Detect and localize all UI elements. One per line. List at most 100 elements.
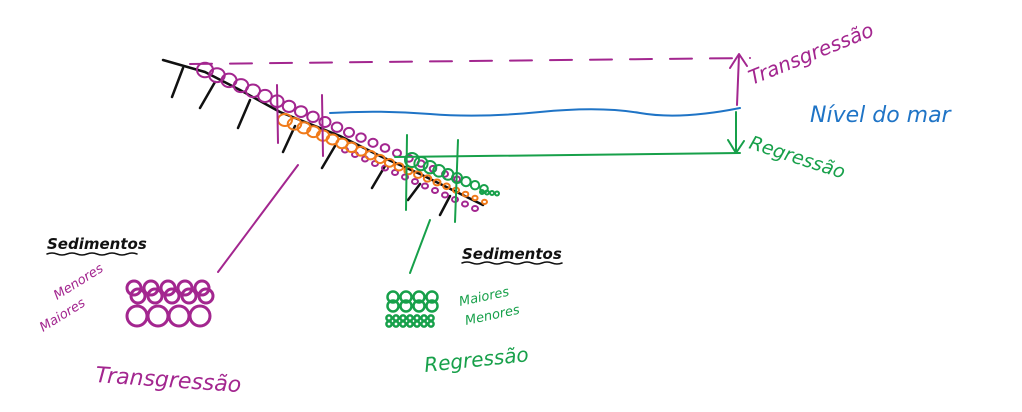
sediment-grain xyxy=(422,174,433,183)
hatch-mark xyxy=(438,194,452,217)
small-grain xyxy=(406,320,414,328)
regression-arrow-label: Regressão xyxy=(746,132,847,184)
small-grain xyxy=(193,279,211,297)
large-grain xyxy=(146,304,170,328)
small-grain xyxy=(399,314,407,322)
sediment-grain xyxy=(404,152,420,168)
small-grain xyxy=(129,287,147,305)
small-grain xyxy=(406,314,414,322)
regression-arrow xyxy=(727,111,745,154)
sediment-grain xyxy=(421,182,429,190)
sediment-grain xyxy=(479,189,485,195)
sediment-grain xyxy=(306,110,320,123)
sediment-grain xyxy=(481,198,488,206)
sediment-grain xyxy=(383,158,396,168)
transgression-larger-label: Maiores xyxy=(37,296,88,336)
large-grain xyxy=(399,299,413,313)
transgression-arrow-label: Transgressão xyxy=(745,18,877,90)
transgression-arrow xyxy=(729,53,748,106)
small-grain xyxy=(427,320,435,328)
hatch-mark xyxy=(406,182,422,202)
sediment-grain xyxy=(432,178,442,187)
small-grain xyxy=(413,314,421,322)
small-grain xyxy=(392,314,400,322)
small-grain xyxy=(142,279,160,297)
sediment-grain xyxy=(330,121,344,133)
small-grain xyxy=(413,320,421,328)
sediment-grain xyxy=(401,173,409,181)
sediment-grain xyxy=(413,170,423,179)
sediment-grain xyxy=(489,190,495,196)
sediment-grain xyxy=(460,176,472,188)
small-grain xyxy=(420,314,428,322)
large-grain xyxy=(386,290,400,304)
transgression-legend-heading: Sedimentos xyxy=(47,235,147,253)
sediment-grain xyxy=(374,153,386,165)
sediment-grain xyxy=(343,126,355,138)
sediment-grain xyxy=(354,145,368,157)
sediment-grain xyxy=(364,149,377,161)
large-grain xyxy=(412,290,426,304)
small-grain xyxy=(399,320,407,328)
small-grain xyxy=(125,279,143,297)
sediment-grain xyxy=(484,189,490,196)
sediment-grain xyxy=(461,190,470,198)
large-grain xyxy=(425,299,439,313)
small-grain xyxy=(385,320,393,328)
sediment-grain xyxy=(355,132,367,143)
large-grain xyxy=(412,299,426,313)
sediment-grain xyxy=(422,160,438,175)
transgression-level-dashed-line xyxy=(189,57,751,65)
small-grain xyxy=(180,287,198,305)
sediment-grain xyxy=(411,178,419,185)
hatch-mark xyxy=(198,80,217,110)
large-grain xyxy=(386,299,400,313)
sediment-grain xyxy=(318,116,332,128)
small-grain xyxy=(176,279,194,297)
sediment-grain xyxy=(471,194,479,202)
small-grain xyxy=(392,320,400,328)
sediment-grain xyxy=(281,99,297,114)
sediment-grain xyxy=(442,182,451,191)
sediment-grain xyxy=(392,148,402,158)
regression-level-line xyxy=(394,152,741,158)
sediment-grain xyxy=(393,162,405,172)
sea-level-line xyxy=(329,107,741,117)
regression-caption: Regressão xyxy=(423,342,530,377)
sediment-grain xyxy=(494,190,500,197)
small-grain xyxy=(197,287,215,305)
sediment-grain xyxy=(257,88,273,104)
sea-level-label: Nível do mar xyxy=(810,103,953,128)
small-grain xyxy=(427,314,435,322)
sediment-grain xyxy=(469,180,481,191)
sediment-grain xyxy=(461,200,469,208)
sediment-grain xyxy=(379,143,391,153)
orange-sediments xyxy=(277,113,488,206)
small-grain xyxy=(385,314,393,322)
regression-section-marker xyxy=(405,134,459,223)
heading-underline xyxy=(461,261,563,265)
sediment-grain xyxy=(367,137,379,148)
transgression-pointer-line xyxy=(217,164,299,273)
small-grain xyxy=(159,279,177,297)
sediment-grain xyxy=(391,169,399,176)
transgression-section-marker xyxy=(276,84,324,157)
sediment-grain xyxy=(294,105,308,118)
transgression-sediments xyxy=(196,61,479,212)
sediment-grain xyxy=(431,187,439,194)
sediment-grain xyxy=(441,191,449,199)
transgression-sediment-sample xyxy=(125,279,215,328)
transgression-caption: Transgressão xyxy=(95,363,242,398)
large-grain xyxy=(125,304,149,328)
large-grain xyxy=(188,304,212,328)
heading-underline xyxy=(46,252,138,256)
hatch-mark xyxy=(170,66,185,99)
regression-legend-heading: Sedimentos xyxy=(462,245,562,263)
slope-hatch-marks xyxy=(170,66,452,217)
small-grain xyxy=(420,320,428,328)
regression-sediment-sample xyxy=(385,290,439,328)
small-grain xyxy=(163,287,181,305)
hatch-mark xyxy=(320,144,337,170)
hatch-mark xyxy=(236,98,252,130)
